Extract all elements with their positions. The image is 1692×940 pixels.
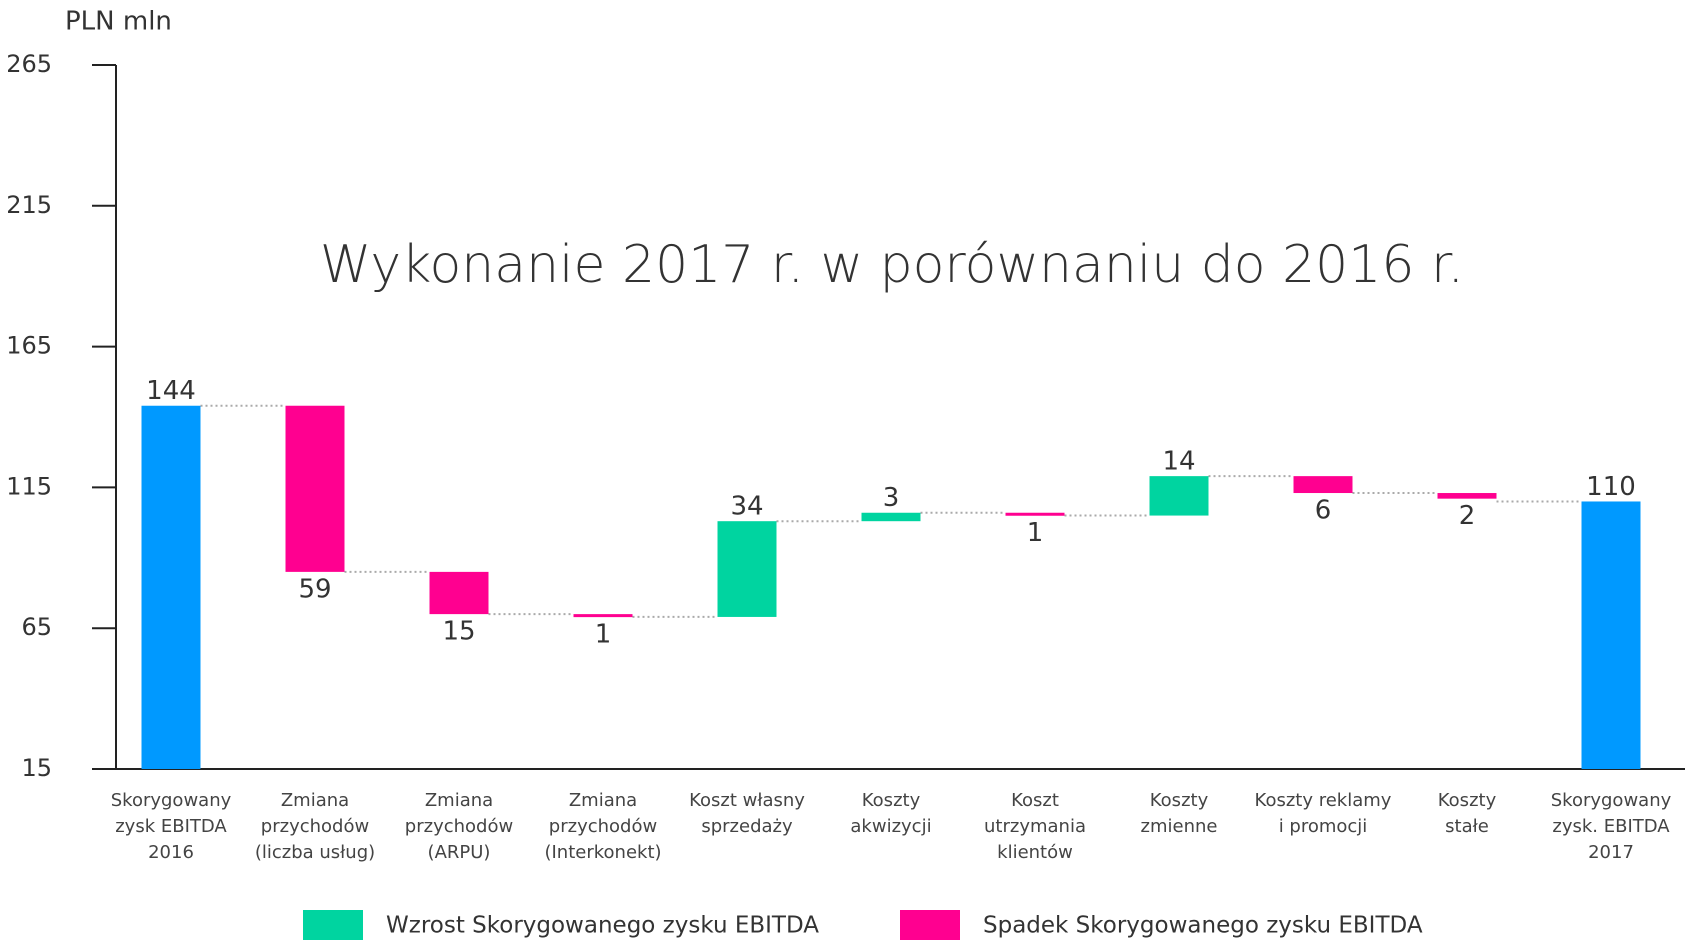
value-label: 3 (883, 483, 900, 513)
value-label: 1 (595, 620, 612, 650)
bar (717, 521, 777, 617)
x-tick-label: Skorygowany zysk. EBITDA 2017 (1550, 790, 1672, 863)
y-tick-label: 265 (6, 50, 52, 78)
bar (429, 571, 489, 615)
value-label: 15 (442, 617, 475, 647)
legend-swatch (303, 910, 363, 940)
bar (1581, 501, 1641, 769)
x-tick-label: Koszt utrzymania klientów (984, 790, 1086, 863)
bar (1149, 476, 1209, 516)
x-tick-label: Koszty stałe (1437, 790, 1497, 837)
y-tick-label: 65 (21, 613, 52, 641)
x-tick-label: Zmiana przychodów (liczba usług) (254, 790, 376, 863)
value-label: 59 (298, 574, 331, 604)
x-tick-label: Skorygowany zysk EBITDA 2016 (110, 790, 232, 863)
legend-label: Spadek Skorygowanego zysku EBITDA (983, 913, 1423, 939)
bar (861, 512, 921, 522)
y-tick-label: 115 (6, 472, 52, 500)
bar (1437, 493, 1497, 499)
value-label: 14 (1162, 447, 1195, 477)
x-tick-label: Koszt własny sprzedaży (689, 790, 805, 837)
x-tick-label: Koszty zmienne (1140, 790, 1218, 837)
value-label: 1 (1027, 518, 1044, 548)
chart-title: Wykonanie 2017 r. w porównaniu do 2016 r… (320, 235, 1464, 295)
bar (141, 405, 201, 769)
value-label: 110 (1586, 472, 1636, 502)
x-tick-label: Zmiana przychodów (ARPU) (404, 790, 514, 863)
y-tick-label: 15 (21, 754, 52, 782)
y-tick-label: 215 (6, 191, 52, 219)
bar (573, 614, 633, 618)
x-tick-label: Koszty akwizycji (850, 790, 932, 837)
value-label: 2 (1459, 501, 1476, 531)
bar (285, 405, 345, 572)
legend-label: Wzrost Skorygowanego zysku EBITDA (386, 913, 819, 939)
y-axis-label: PLN mln (65, 7, 172, 37)
x-tick-label: Zmiana przychodów (Interkonekt) (544, 790, 662, 863)
value-label: 6 (1315, 496, 1332, 526)
bar (1293, 476, 1353, 494)
legend-swatch (900, 910, 960, 940)
value-label: 34 (730, 492, 763, 522)
x-tick-label: Koszty reklamy i promocji (1254, 790, 1392, 837)
value-label: 144 (146, 376, 196, 406)
y-tick-label: 165 (6, 332, 52, 360)
bar (1005, 512, 1065, 516)
